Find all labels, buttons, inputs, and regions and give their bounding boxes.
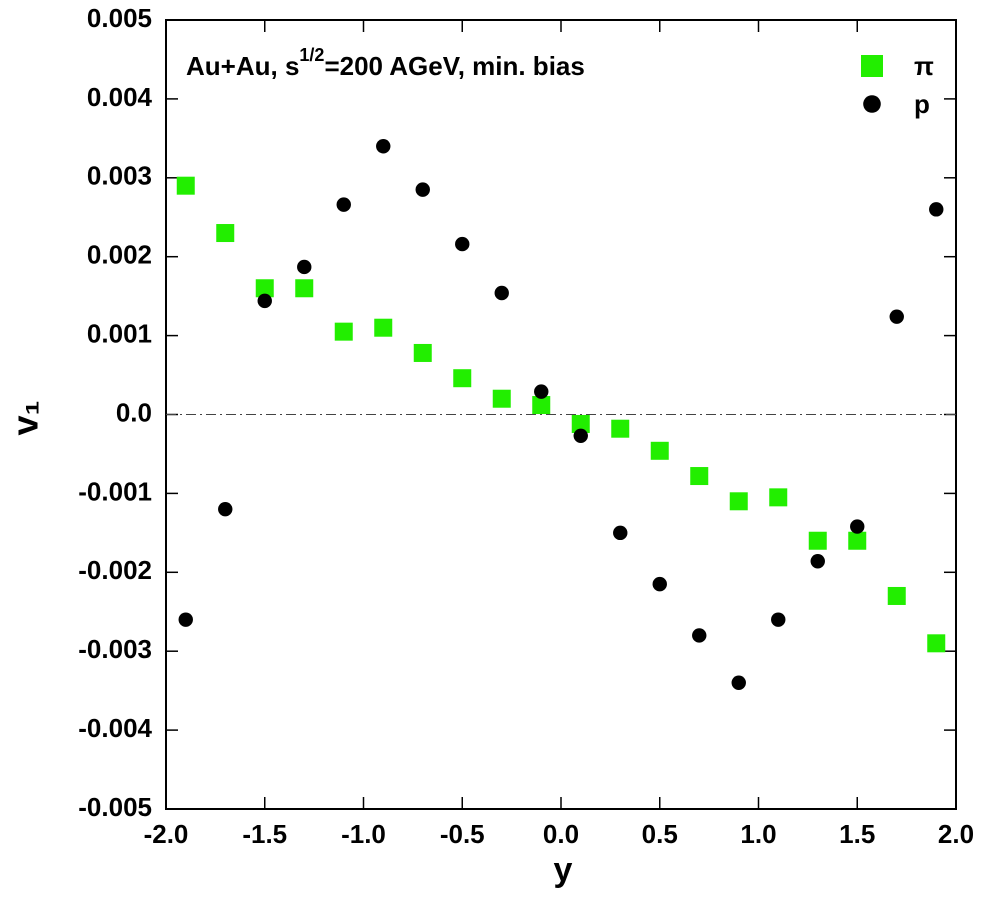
data-point	[534, 384, 549, 399]
y-tick-label: 0.003	[87, 161, 152, 191]
data-point	[729, 492, 748, 511]
data-point	[850, 519, 865, 534]
legend-marker	[863, 95, 881, 113]
data-point	[295, 279, 314, 298]
data-point	[692, 628, 707, 643]
legend-marker	[861, 55, 883, 77]
y-tick-label: -0.002	[78, 555, 152, 585]
data-point	[216, 224, 235, 243]
x-tick-label: -1.5	[242, 819, 287, 849]
data-point	[453, 369, 472, 388]
data-point	[927, 634, 946, 653]
x-axis-label: y	[554, 851, 573, 889]
y-tick-label: 0.0	[116, 397, 152, 427]
data-point	[336, 197, 351, 212]
data-point	[532, 396, 551, 415]
x-tick-label: 0.5	[642, 819, 678, 849]
annotation-text: =200 AGeV, min. bias	[324, 51, 584, 81]
y-tick-label: -0.001	[78, 476, 152, 506]
y-tick-label: 0.001	[87, 318, 152, 348]
x-tick-label: -1.0	[341, 819, 386, 849]
data-point	[889, 309, 904, 324]
data-point	[334, 322, 353, 341]
data-point	[887, 586, 906, 605]
data-point	[571, 414, 590, 433]
data-point	[652, 576, 667, 592]
x-tick-label: 1.5	[839, 819, 875, 849]
x-tick-label: -2.0	[144, 819, 189, 849]
data-point	[257, 293, 272, 309]
y-axis-label: v₁	[5, 401, 46, 436]
annotation-sup: 1/2	[299, 45, 324, 65]
data-point	[218, 501, 233, 517]
data-point	[690, 467, 709, 486]
data-point	[455, 236, 470, 252]
data-point	[176, 176, 195, 195]
data-point	[376, 139, 391, 154]
data-point	[731, 675, 746, 690]
y-tick-label: 0.005	[87, 3, 152, 33]
data-point	[808, 531, 827, 550]
y-tick-label: 0.004	[87, 82, 153, 112]
data-point	[769, 488, 788, 507]
x-tick-label: 2.0	[938, 819, 974, 849]
data-point	[413, 343, 432, 362]
legend-label: π	[914, 51, 934, 81]
y-tick-label: -0.005	[78, 792, 152, 822]
data-point	[771, 612, 786, 627]
data-point	[494, 285, 509, 301]
data-point	[297, 259, 312, 275]
data-point	[178, 612, 193, 627]
annotation-text: Au+Au, s	[186, 51, 299, 81]
x-tick-label: 0.0	[543, 819, 579, 849]
data-point	[650, 441, 669, 460]
data-point	[613, 525, 628, 541]
data-point	[415, 182, 430, 197]
x-tick-label: 1.0	[740, 819, 776, 849]
x-tick-label: -0.5	[440, 819, 485, 849]
data-point	[929, 202, 944, 217]
data-point	[492, 389, 511, 408]
y-tick-label: -0.004	[78, 713, 152, 743]
y-tick-label: -0.003	[78, 634, 152, 664]
data-point	[611, 419, 630, 438]
annotation: Au+Au, s1/2=200 AGeV, min. bias	[186, 45, 585, 81]
legend-label: p	[914, 89, 930, 119]
data-point	[255, 279, 274, 298]
data-point	[374, 318, 393, 337]
data-point	[573, 428, 588, 444]
data-point	[848, 531, 867, 550]
y-tick-label: 0.002	[87, 240, 152, 270]
data-point	[810, 554, 825, 569]
